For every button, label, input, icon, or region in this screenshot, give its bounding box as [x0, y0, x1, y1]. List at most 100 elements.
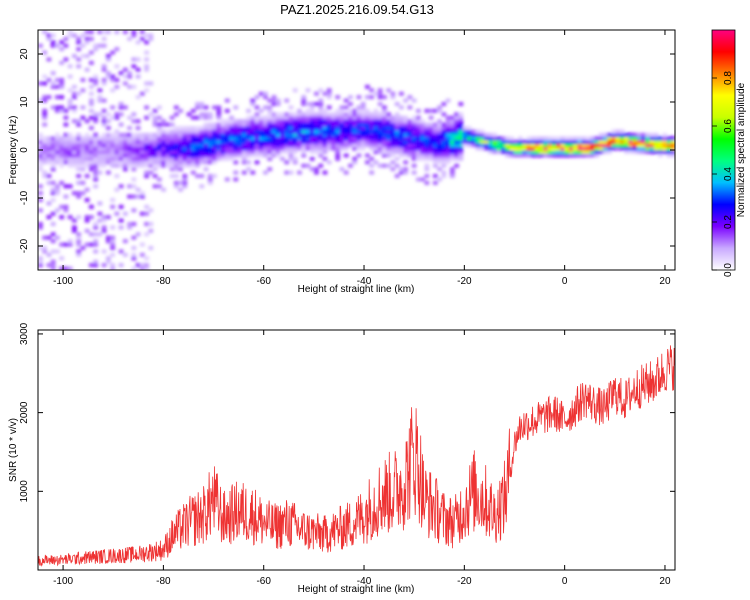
heatmap-cell	[449, 122, 455, 127]
heatmap-cell	[390, 143, 396, 148]
heatmap-cell	[301, 126, 307, 131]
heatmap-cell	[449, 115, 455, 120]
heatmap-cell	[364, 143, 370, 148]
heatmap-cell	[233, 122, 239, 127]
heatmap-cell	[301, 146, 307, 151]
heatmap-cell	[284, 160, 290, 165]
heatmap-cell	[428, 122, 434, 127]
heatmap-cell	[339, 167, 345, 172]
heatmap-cell	[390, 153, 396, 158]
heatmap-cell	[165, 122, 171, 127]
heatmap-cell	[280, 126, 285, 131]
heatmap-cell	[547, 146, 553, 151]
heatmap-cell	[101, 150, 107, 155]
heatmap-cell	[122, 139, 128, 144]
heatmap-cell	[173, 184, 179, 189]
heatmap-cell	[93, 163, 99, 168]
heatmap-cell	[326, 95, 332, 100]
heatmap-cell	[292, 119, 298, 124]
heatmap-cell	[564, 153, 570, 158]
heatmap-cell	[449, 119, 455, 124]
heatmap-cell	[288, 143, 294, 148]
heatmap-cell	[607, 146, 612, 151]
heatmap-cell	[267, 146, 273, 151]
heatmap-cell	[377, 126, 383, 131]
heatmap-cell	[42, 30, 48, 35]
heatmap-cell	[280, 132, 285, 137]
heatmap-cell	[364, 84, 370, 89]
heatmap-cell	[437, 119, 443, 124]
heatmap-cell	[84, 136, 90, 141]
heatmap-cell	[250, 115, 256, 120]
heatmap-cell	[339, 119, 345, 124]
heatmap-cell	[97, 30, 103, 35]
heatmap-cell	[114, 143, 120, 148]
heatmap-cell	[551, 153, 557, 158]
heatmap-cell	[318, 126, 324, 131]
heatmap-cell	[71, 136, 77, 141]
heatmap-cell	[407, 129, 413, 134]
heatmap-cell	[607, 143, 612, 148]
heatmap-cell	[331, 129, 336, 134]
heatmap-cell	[386, 122, 392, 127]
heatmap-cell	[207, 132, 213, 137]
heatmap-cell	[263, 139, 268, 144]
heatmap-cell	[135, 143, 141, 148]
heatmap-cell	[101, 122, 107, 127]
heatmap-cell	[496, 150, 502, 155]
heatmap-cell	[101, 98, 107, 103]
heatmap-cell	[139, 36, 145, 41]
heatmap-cell	[131, 143, 137, 148]
heatmap-cell	[483, 143, 489, 148]
heatmap-cell	[110, 160, 116, 165]
heatmap-cell	[428, 146, 434, 151]
heatmap-cell	[263, 143, 268, 148]
heatmap-cell	[364, 132, 370, 137]
heatmap-cell	[496, 136, 502, 141]
heatmap-cell	[314, 102, 319, 107]
heatmap-cell	[297, 143, 302, 148]
heatmap-cell	[267, 156, 273, 161]
heatmap-cell	[271, 119, 277, 124]
heatmap-cell	[658, 153, 663, 158]
heatmap-cell	[441, 153, 447, 158]
heatmap-cell	[67, 266, 73, 270]
heatmap-cell	[42, 153, 48, 158]
heatmap-cell	[182, 180, 188, 185]
heatmap-cell	[619, 139, 625, 144]
heatmap-cell	[364, 95, 370, 100]
heatmap-cell	[424, 129, 430, 134]
heatmap-cell	[110, 225, 116, 230]
heatmap-cell	[381, 146, 387, 151]
heatmap-cell	[369, 88, 375, 93]
heatmap-cell	[573, 136, 578, 141]
heatmap-cell	[309, 139, 315, 144]
heatmap-cell	[420, 136, 426, 141]
heatmap-cell	[101, 160, 107, 165]
heatmap-cell	[161, 156, 166, 161]
heatmap-cell	[373, 136, 379, 141]
heatmap-cell	[288, 119, 294, 124]
heatmap-cell	[63, 143, 69, 148]
heatmap-cell	[352, 126, 358, 131]
heatmap-cell	[93, 263, 99, 268]
heatmap-cell	[254, 146, 260, 151]
heatmap-cell	[568, 139, 574, 144]
heatmap-cell	[449, 170, 455, 175]
heatmap-cell	[343, 136, 349, 141]
heatmap-cell	[581, 143, 587, 148]
heatmap-cell	[411, 156, 417, 161]
heatmap-cell	[50, 160, 56, 165]
heatmap-cell	[352, 119, 358, 124]
heatmap-cell	[398, 167, 404, 172]
heatmap-cell	[203, 146, 209, 151]
heatmap-cell	[67, 146, 73, 151]
heatmap-cell	[139, 160, 145, 165]
heatmap-cell	[445, 132, 451, 137]
heatmap-cell	[611, 136, 617, 141]
heatmap-cell	[216, 153, 222, 158]
heatmap-cell	[97, 211, 103, 216]
heatmap-cell	[284, 143, 290, 148]
heatmap-cell	[80, 191, 86, 196]
heatmap-cell	[76, 36, 82, 41]
